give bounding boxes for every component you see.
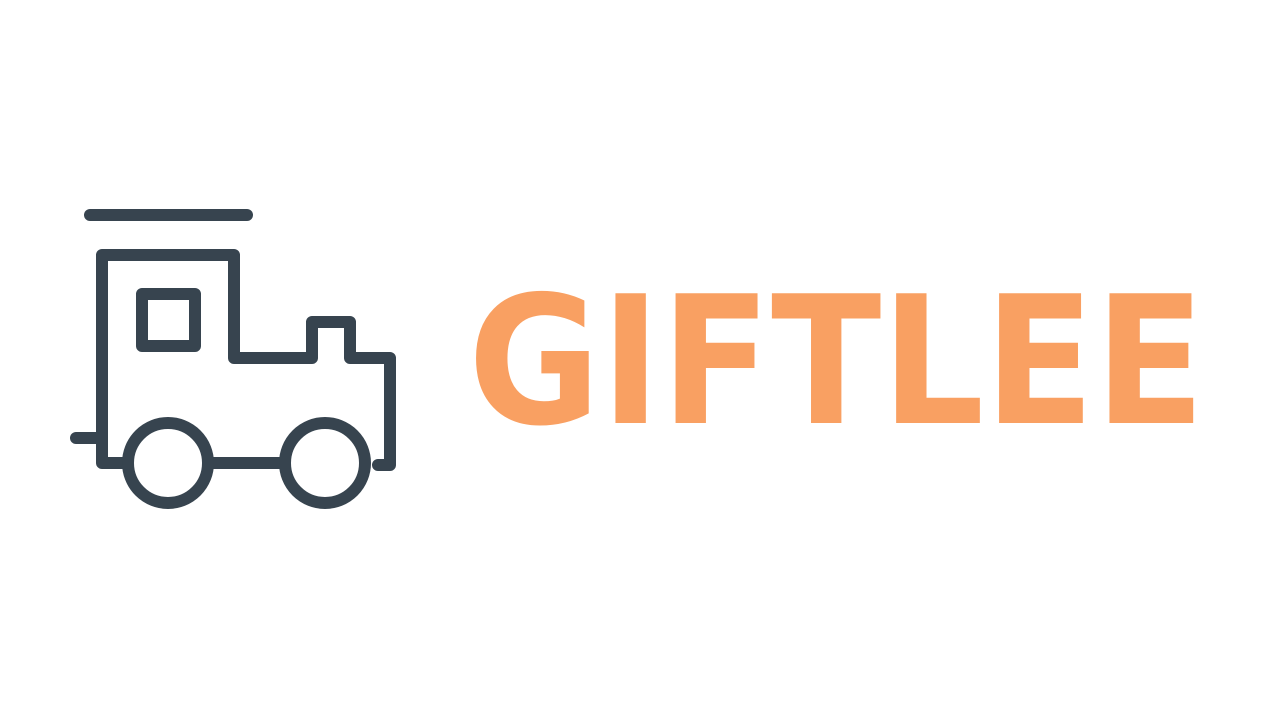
wheel [279,417,371,509]
train-icon [70,209,396,509]
wheel [122,417,214,509]
train-window [136,288,201,352]
train-body [96,249,396,471]
brand-name: GIFTLEE [468,258,1205,465]
